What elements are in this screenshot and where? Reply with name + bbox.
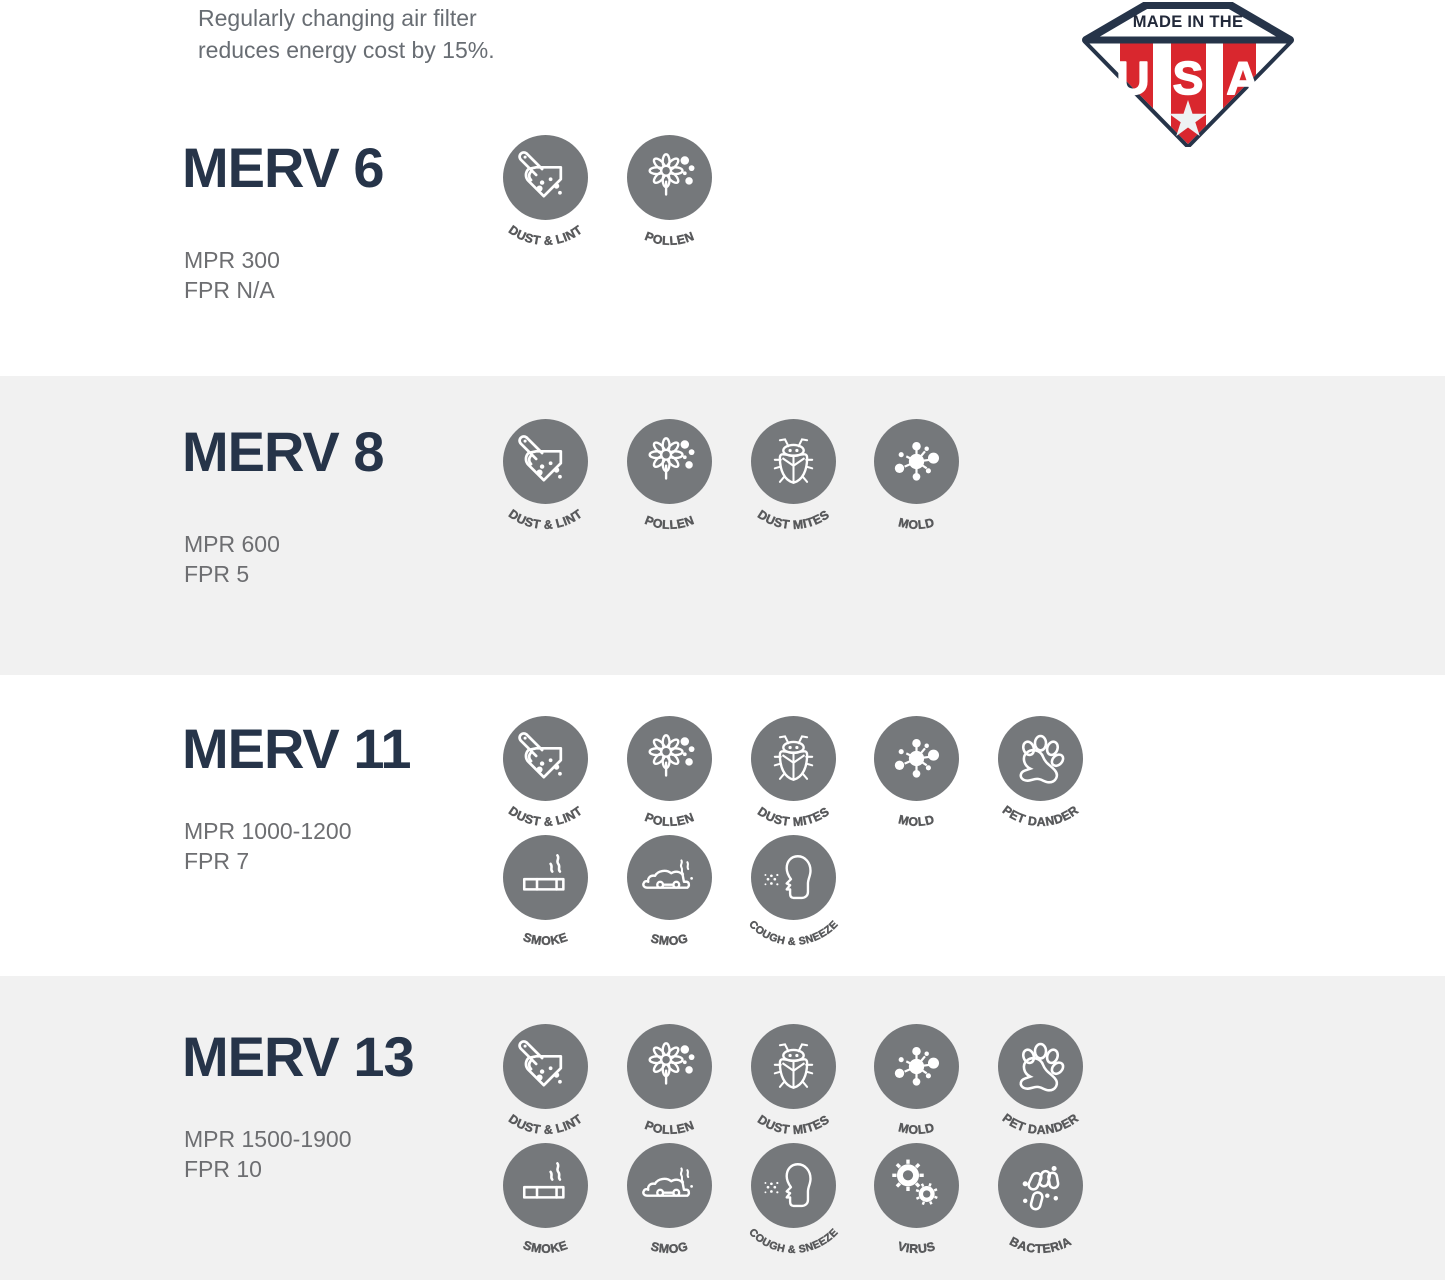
svg-text:MOLD: MOLD	[898, 1120, 937, 1137]
svg-text:POLLEN: POLLEN	[643, 513, 696, 532]
svg-text:BACTERIA: BACTERIA	[1007, 1234, 1074, 1256]
svg-text:POLLEN: POLLEN	[643, 229, 696, 248]
svg-text:DUST & LINT: DUST & LINT	[506, 1112, 585, 1137]
svg-text:DUST MITES: DUST MITES	[755, 507, 832, 532]
svg-text:U: U	[1116, 52, 1149, 104]
svg-text:MOLD: MOLD	[898, 812, 937, 829]
svg-text:S: S	[1173, 52, 1204, 104]
svg-text:SMOKE: SMOKE	[521, 1238, 569, 1256]
svg-text:SMOKE: SMOKE	[521, 930, 569, 948]
svg-text:POLLEN: POLLEN	[643, 810, 696, 829]
svg-text:POLLEN: POLLEN	[643, 1118, 696, 1137]
svg-text:MADE IN THE: MADE IN THE	[1133, 13, 1244, 31]
svg-text:SMOG: SMOG	[649, 931, 689, 948]
svg-text:DUST & LINT: DUST & LINT	[506, 804, 585, 829]
svg-text:DUST MITES: DUST MITES	[755, 1112, 832, 1137]
svg-text:PET DANDER: PET DANDER	[1000, 803, 1081, 829]
svg-text:SMOG: SMOG	[649, 1239, 689, 1256]
svg-text:COUGH & SNEEZE: COUGH & SNEEZE	[746, 1226, 840, 1256]
svg-text:DUST & LINT: DUST & LINT	[506, 507, 585, 532]
svg-text:A: A	[1226, 52, 1259, 104]
svg-text:DUST MITES: DUST MITES	[755, 804, 832, 829]
svg-text:DUST & LINT: DUST & LINT	[506, 223, 585, 248]
svg-text:PET DANDER: PET DANDER	[1000, 1111, 1081, 1137]
svg-text:VIRUS: VIRUS	[897, 1239, 938, 1256]
svg-text:MOLD: MOLD	[898, 515, 937, 532]
svg-text:COUGH & SNEEZE: COUGH & SNEEZE	[746, 918, 840, 948]
